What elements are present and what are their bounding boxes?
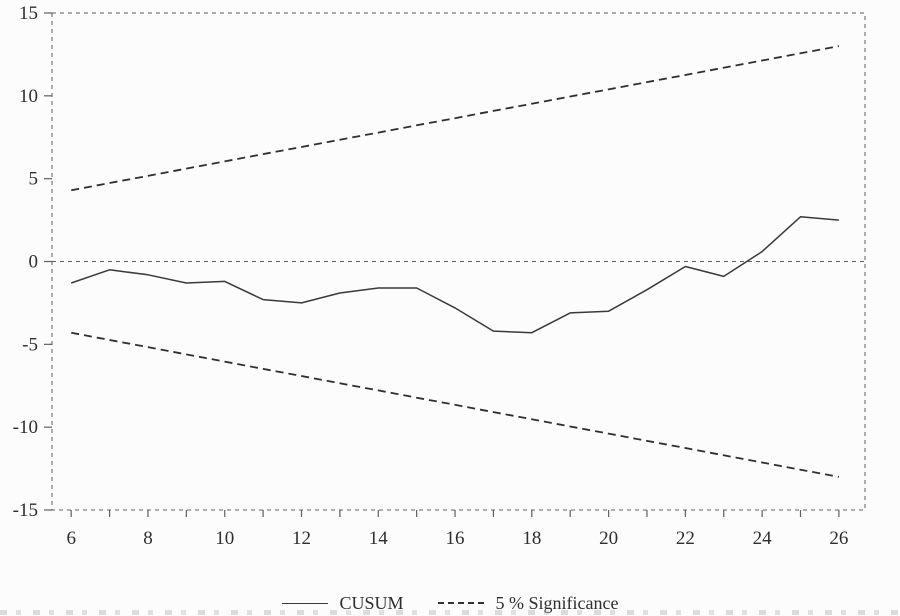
legend-label-cusum: CUSUM bbox=[339, 592, 404, 613]
significance-line bbox=[71, 45, 840, 192]
x-tick-label: 10 bbox=[215, 528, 234, 549]
y-tick-label: 0 bbox=[29, 252, 39, 273]
x-tick-label: 18 bbox=[522, 528, 541, 549]
legend-label-significance: 5 % Significance bbox=[495, 592, 619, 613]
significance-line bbox=[71, 331, 840, 478]
x-tick-label: 6 bbox=[66, 528, 76, 549]
scan-noise-strip bbox=[0, 610, 900, 615]
x-tick-label: 26 bbox=[829, 528, 848, 549]
legend-item-significance: 5 % Significance bbox=[437, 592, 619, 614]
x-tick-label: 20 bbox=[599, 528, 618, 549]
x-tick-label: 8 bbox=[143, 528, 153, 549]
x-tick-label: 12 bbox=[292, 528, 311, 549]
x-tick-label: 22 bbox=[676, 528, 695, 549]
y-tick-label: 5 bbox=[29, 169, 39, 190]
y-tick-label: -5 bbox=[22, 334, 38, 355]
x-tick-label: 16 bbox=[446, 528, 465, 549]
chart-legend: CUSUM 5 % Significance bbox=[0, 590, 900, 616]
cusum-line bbox=[70, 216, 839, 334]
y-tick-label: -10 bbox=[13, 417, 38, 438]
y-tick-label: -15 bbox=[13, 500, 38, 521]
x-tick-label: 24 bbox=[753, 528, 773, 549]
dashed-line-swatch-icon bbox=[437, 602, 484, 604]
x-tick-label: 14 bbox=[369, 528, 389, 549]
solid-line-swatch-icon bbox=[281, 602, 328, 604]
legend-item-cusum: CUSUM bbox=[281, 592, 404, 614]
y-tick-label: 15 bbox=[19, 3, 38, 24]
y-tick-label: 10 bbox=[19, 86, 38, 107]
